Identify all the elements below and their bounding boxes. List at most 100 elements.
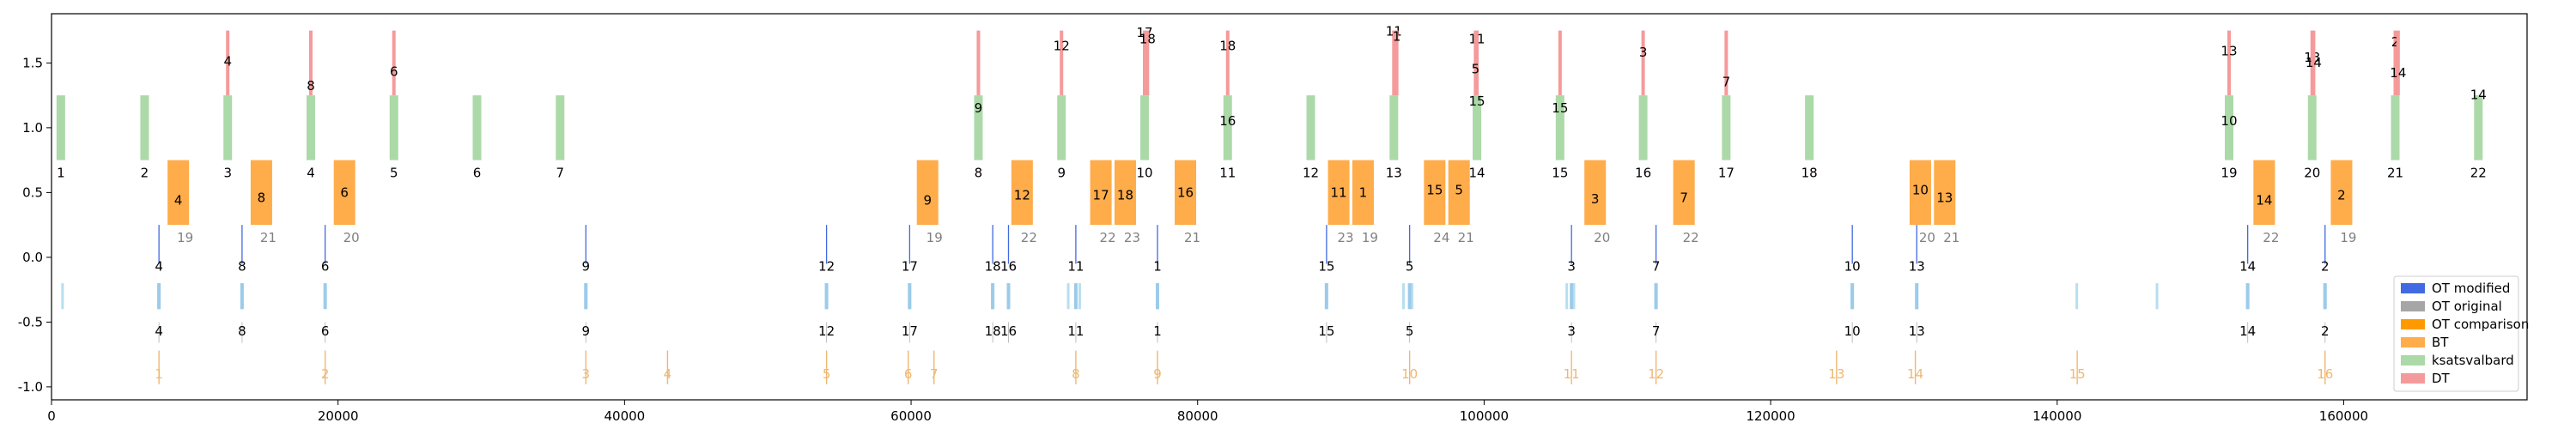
- y-tick-label: 1.0: [22, 120, 43, 136]
- bt-block: [1114, 160, 1136, 226]
- bt-block: [1584, 160, 1607, 226]
- ksat-upper-label: 16: [1219, 113, 1236, 129]
- ot-modified-lower-label: 15: [1318, 323, 1334, 339]
- ot-modified-mark: [1324, 283, 1328, 310]
- bt-block-label: 18: [1117, 187, 1133, 202]
- dt-event-label: 4: [223, 53, 232, 69]
- ot-modified-label: 16: [1000, 258, 1017, 274]
- ksat-pass-bar: [1638, 95, 1648, 160]
- ot-modified-mark: [1654, 283, 1658, 310]
- bt-pass-label: 21: [1184, 230, 1200, 245]
- y-tick-label: -1.0: [18, 379, 43, 395]
- ot-original-mark: [2155, 283, 2159, 310]
- bt-block: [2253, 160, 2275, 226]
- ksat-pass-label: 12: [1303, 166, 1319, 181]
- ot-comparison-label: 8: [1072, 366, 1080, 382]
- x-tick-label: 100000: [1460, 408, 1509, 424]
- bt-block-label: 10: [1912, 182, 1929, 197]
- bt-pass-label: 23: [1338, 230, 1354, 245]
- ot-modified-label: 7: [1652, 258, 1661, 274]
- ksat-pass-bar: [140, 95, 149, 160]
- bt-pass-label: 20: [1919, 230, 1935, 245]
- bt-block: [250, 160, 272, 226]
- ksat-pass-label: 1: [57, 166, 65, 181]
- ksat-pass-label: 10: [1136, 166, 1152, 181]
- ksat-pass-label: 11: [1219, 166, 1236, 181]
- ksat-pass-bar: [223, 95, 233, 160]
- ot-modified-label: 3: [1567, 258, 1576, 274]
- ot-modified-lower-label: 4: [155, 323, 163, 339]
- bt-pass-label: 20: [1594, 230, 1610, 245]
- bt-block: [2330, 160, 2353, 226]
- ksat-pass-bar: [1555, 95, 1564, 160]
- x-tick-label: 160000: [2319, 408, 2368, 424]
- dt-event-bar: [308, 30, 313, 96]
- ot-comparison-label: 14: [1907, 366, 1923, 382]
- ksat-pass-bar: [1473, 95, 1482, 160]
- ot-modified-mark: [991, 283, 995, 310]
- ot-modified-lower-label: 8: [238, 323, 246, 339]
- ot-comparison-label: 5: [823, 366, 831, 382]
- ksat-pass-label: 9: [1057, 166, 1066, 181]
- bt-block: [1424, 160, 1446, 226]
- ksat-pass-label: 20: [2304, 166, 2320, 181]
- ot-modified-lower-label: 10: [1844, 323, 1861, 339]
- dt-event-label: 12: [1054, 38, 1070, 53]
- legend-swatch: [2401, 373, 2425, 384]
- ksat-pass-bar: [1306, 95, 1315, 160]
- dt-event-bar: [976, 30, 981, 96]
- dt-event-bar: [1473, 30, 1478, 96]
- legend-label: OT modified: [2432, 281, 2510, 296]
- x-tick-label: 40000: [605, 408, 646, 424]
- ot-modified-label: 8: [238, 258, 246, 274]
- bt-block: [333, 160, 355, 226]
- dt-event-bar: [2227, 30, 2231, 96]
- ot-comparison-label: 12: [1648, 366, 1664, 382]
- bt-pass-label: 24: [1433, 230, 1449, 245]
- legend-label: OT original: [2432, 299, 2502, 314]
- x-tick-label: 0: [47, 408, 56, 424]
- dt-event-bar: [1142, 30, 1146, 96]
- ksat-pass-bar: [1722, 95, 1731, 160]
- ksat-pass-bar: [974, 95, 983, 160]
- bt-block: [916, 160, 939, 226]
- dt-event-label: 14: [2306, 55, 2322, 70]
- y-tick-label: -0.5: [18, 314, 43, 329]
- ksat-pass-bar: [2307, 95, 2317, 160]
- ot-modified-mark: [323, 283, 327, 310]
- ot-modified-label: 11: [1067, 258, 1084, 274]
- x-tick-label: 20000: [318, 408, 359, 424]
- ot-comparison-label: 7: [930, 366, 939, 382]
- bt-pass-label: 21: [1943, 230, 1959, 245]
- ksat-upper-label: 14: [2470, 88, 2487, 103]
- bt-block: [1448, 160, 1470, 226]
- bt-pass-label: 23: [1124, 230, 1140, 245]
- ot-modified-mark: [824, 283, 829, 310]
- ot-modified-label: 18: [985, 258, 1001, 274]
- x-tick-label: 60000: [890, 408, 932, 424]
- bt-block: [1934, 160, 1956, 226]
- ot-modified-mark: [2245, 283, 2250, 310]
- bt-block: [1011, 160, 1033, 226]
- ot-modified-label: 5: [1406, 258, 1414, 274]
- dt-event-label: 2: [2391, 34, 2400, 50]
- bt-pass-label: 19: [927, 230, 943, 245]
- ot-modified-lower-label: 9: [582, 323, 591, 339]
- legend-label: ksatsvalbard: [2432, 353, 2514, 368]
- ot-modified-lower-label: 2: [2321, 323, 2330, 339]
- ot-modified-label: 6: [321, 258, 330, 274]
- ot-comparison-label: 9: [1153, 366, 1162, 382]
- ot-modified-label: 17: [902, 258, 918, 274]
- ot-original-mark: [1572, 283, 1576, 310]
- bt-pass-label: 19: [2340, 230, 2356, 245]
- dt-event-label: 8: [307, 78, 315, 94]
- ot-original-mark: [1565, 283, 1569, 310]
- ksat-pass-bar: [1805, 95, 1814, 160]
- dt-event-bar: [2396, 30, 2400, 96]
- bt-block-label: 13: [1936, 190, 1953, 205]
- ot-comparison-label: 4: [664, 366, 672, 382]
- dt-event-bar: [1060, 30, 1064, 96]
- legend-swatch: [2401, 283, 2425, 293]
- ot-comparison-label: 16: [2317, 366, 2333, 382]
- bt-block: [167, 160, 190, 226]
